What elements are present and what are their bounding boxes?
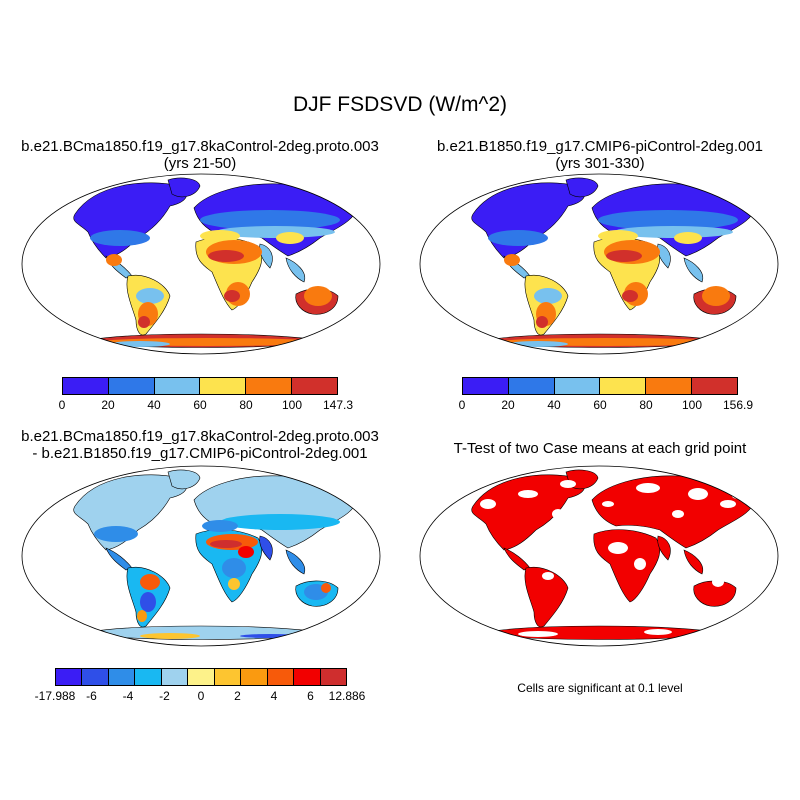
- landmass-greenland: [167, 177, 201, 198]
- colorbar-tick-label: 4: [270, 689, 278, 703]
- landmass-india: [259, 535, 273, 561]
- colorbar-swatch: [56, 669, 83, 685]
- panel4-note: Cells are significant at 0.1 level: [517, 681, 683, 695]
- landmass-seAsia: [683, 549, 704, 575]
- colorbar-tick-label: 6: [307, 689, 314, 703]
- colorbar-swatch: [692, 378, 737, 394]
- colorbar-swatch: [241, 669, 268, 685]
- panel4-map: [419, 465, 779, 647]
- colorbar-swatch: [154, 378, 201, 394]
- colorbar-swatch: [463, 378, 509, 394]
- panel3-colorbar: [55, 668, 347, 686]
- colorbar-swatch: [267, 669, 295, 685]
- panel2-title: b.e21.B1850.f19_g17.CMIP6-piControl-2deg…: [400, 138, 800, 172]
- colorbar-tick-label: 60: [193, 398, 207, 412]
- panel1-colorbar: [62, 377, 338, 395]
- panel3-title-line2: - b.e21.B1850.f19_g17.CMIP6-piControl-2d…: [32, 445, 368, 462]
- colorbar-tick-label: 20: [101, 398, 115, 412]
- panel2-map: [419, 173, 779, 355]
- panel2-title-line1: b.e21.B1850.f19_g17.CMIP6-piControl-2deg…: [436, 138, 764, 155]
- colorbar-tick-label: -17.988: [34, 689, 76, 703]
- colorbar-swatch: [161, 669, 189, 685]
- colorbar-swatch: [508, 378, 555, 394]
- colorbar-tick-label: -4: [122, 689, 134, 703]
- colorbar-tick-label: 12.886: [328, 689, 366, 703]
- colorbar-tick-label: 0: [458, 398, 466, 412]
- colorbar-tick-label: 147.3: [322, 398, 354, 412]
- colorbar-swatch: [63, 378, 109, 394]
- panel3-map: [21, 465, 381, 647]
- colorbar-swatch: [246, 378, 293, 394]
- colorbar-swatch: [214, 669, 242, 685]
- colorbar-swatch: [646, 378, 693, 394]
- colorbar-tick-label: 0: [58, 398, 66, 412]
- colorbar-swatch: [188, 669, 215, 685]
- panel1-colorbar-ticks: 0 20 40 60 80 100 147.3: [58, 398, 353, 414]
- colorbar-swatch: [200, 378, 247, 394]
- colorbar-swatch: [292, 378, 337, 394]
- colorbar-swatch: [82, 669, 109, 685]
- panel2-title-line2: (yrs 301-330): [555, 155, 645, 172]
- colorbar-tick-label: 100: [281, 398, 303, 412]
- colorbar-tick-label: 156.9: [722, 398, 754, 412]
- colorbar-swatch: [600, 378, 647, 394]
- colorbar-tick-label: -6: [86, 689, 97, 703]
- panel3-title-line1: b.e21.BCma1850.f19_g17.8kaControl-2deg.p…: [21, 428, 379, 445]
- colorbar-tick-label: 20: [501, 398, 515, 412]
- panel1-map: [21, 173, 381, 355]
- landmass-seAsia: [683, 257, 704, 283]
- colorbar-tick-label: 80: [639, 398, 653, 412]
- panel4-title: T-Test of two Case means at each grid po…: [453, 440, 747, 457]
- panel1-title-line1: b.e21.BCma1850.f19_g17.8kaControl-2deg.p…: [21, 138, 379, 155]
- colorbar-swatch: [554, 378, 601, 394]
- colorbar-swatch: [294, 669, 321, 685]
- figure-title: DJF FSDSVD (W/m^2): [292, 93, 507, 116]
- colorbar-tick-label: 2: [234, 689, 241, 703]
- panel1-title-line2: (yrs 21-50): [163, 155, 237, 172]
- panel3-colorbar-ticks: -17.988 -6 -4 -2 0 2 4 6 12.886: [35, 689, 366, 705]
- landmass-greenland: [565, 177, 599, 198]
- landmass-seAsia: [285, 549, 306, 575]
- colorbar-tick-label: 80: [239, 398, 253, 412]
- landmass-southAmerica: [524, 566, 569, 628]
- colorbar-swatch: [108, 378, 155, 394]
- colorbar-swatch: [320, 669, 346, 685]
- panel2-colorbar: [462, 377, 738, 395]
- colorbar-tick-label: 0: [197, 689, 205, 703]
- colorbar-tick-label: 40: [547, 398, 561, 412]
- colorbar-swatch: [108, 669, 136, 685]
- landmass-india: [657, 535, 671, 561]
- landmass-northAmerica: [471, 474, 586, 551]
- colorbar-tick-label: -2: [159, 689, 170, 703]
- panel1-title: b.e21.BCma1850.f19_g17.8kaControl-2deg.p…: [0, 138, 400, 172]
- panel3-title: b.e21.BCma1850.f19_g17.8kaControl-2deg.p…: [0, 428, 400, 462]
- colorbar-tick-label: 100: [681, 398, 703, 412]
- colorbar-swatch: [135, 669, 162, 685]
- landmass-greenland: [167, 469, 201, 490]
- colorbar-tick-label: 60: [593, 398, 607, 412]
- colorbar-tick-label: 40: [147, 398, 161, 412]
- panel2-colorbar-ticks: 0 20 40 60 80 100 156.9: [458, 398, 753, 414]
- landmass-seAsia: [285, 257, 306, 283]
